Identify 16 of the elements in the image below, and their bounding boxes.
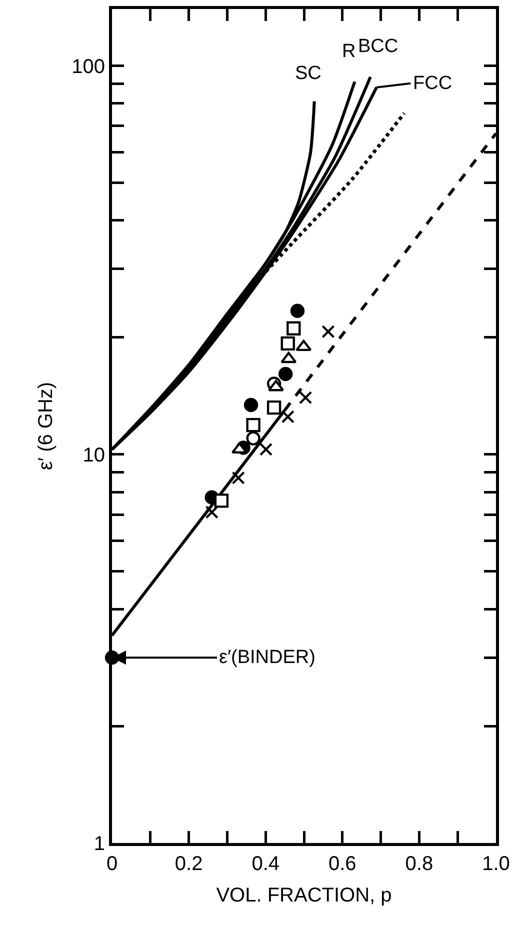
x-tick-label: 0.2 — [174, 853, 203, 875]
x-tick-label: 0.8 — [405, 853, 434, 875]
annotation: FCC — [413, 73, 452, 94]
y-tick-label: 10 — [82, 444, 105, 466]
annotation: SC — [295, 63, 322, 84]
x-tick-label: 0.6 — [328, 853, 356, 875]
x-tick-label: 0 — [106, 853, 118, 875]
y-tick-label: 100 — [72, 56, 105, 78]
x-tick-label: 1.0 — [482, 853, 510, 875]
annotation: R — [342, 41, 356, 62]
annotation: BCC — [358, 36, 398, 57]
y-tick-label: 1 — [94, 833, 105, 855]
y-axis-title: ε′ (6 GHz) — [35, 382, 58, 470]
x-axis-title: VOL. FRACTION, p — [216, 884, 392, 906]
annotation: ε′(BINDER) — [219, 647, 316, 668]
x-tick-label: 0.4 — [252, 853, 280, 875]
